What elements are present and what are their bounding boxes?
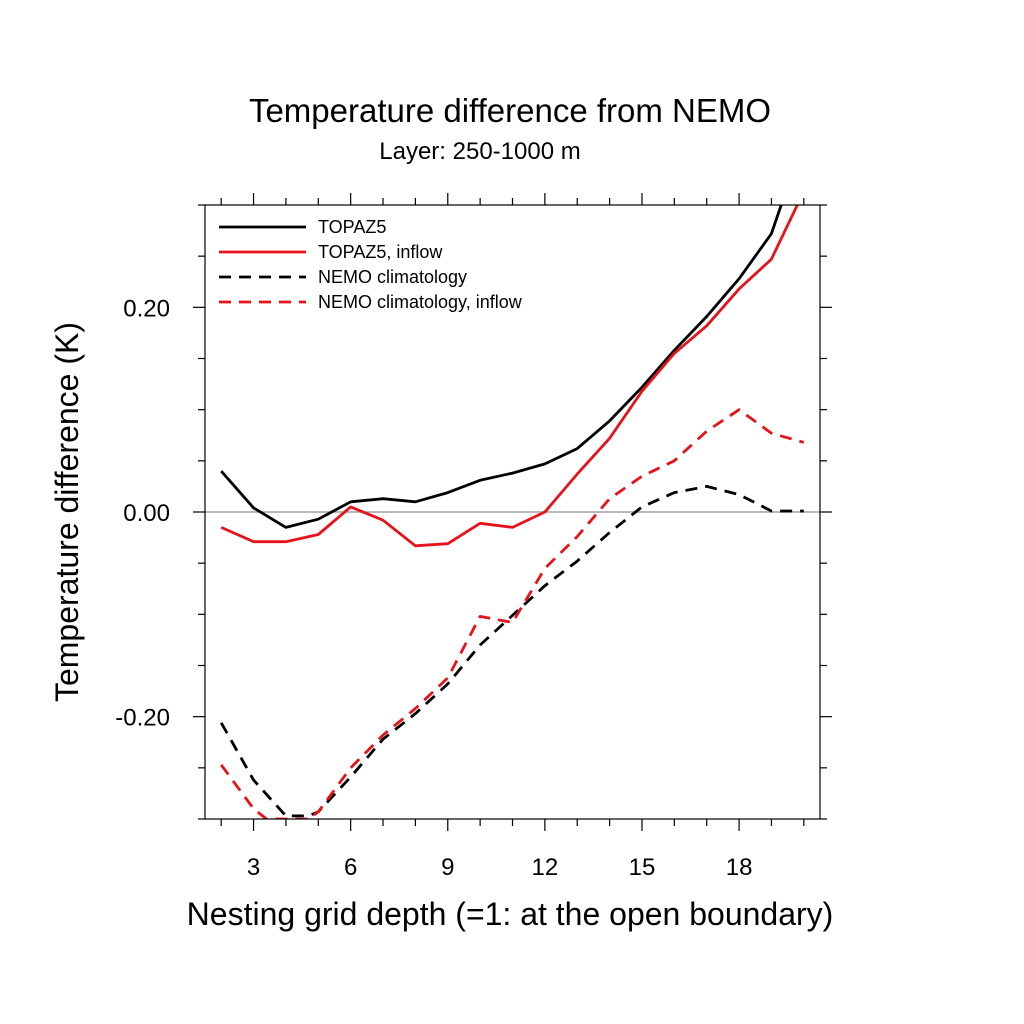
legend: TOPAZ5 TOPAZ5, inflow NEMO climatology NEMO… [219,217,523,312]
y-tick-label: -0.20 [115,705,170,732]
chart-title: Temperature difference from NEMO [249,92,771,129]
plot-frame [204,204,821,820]
series-layer [219,205,805,819]
x-tick-label: 12 [532,854,559,881]
y-axis-label: Temperature difference (K) [49,322,85,702]
x-tick-label: 15 [629,854,656,881]
x-tick-label: 9 [441,854,454,881]
series-line-3 [219,484,804,818]
legend-label-1: TOPAZ5 [318,217,386,237]
series-line-2 [220,205,799,548]
chart-subtitle: Layer: 250-1000 m [379,138,580,165]
legend-label-2: TOPAZ5, inflow [318,242,443,262]
series-line-4 [220,408,805,819]
x-tick-label: 3 [247,854,260,881]
series-line-1 [220,205,783,529]
x-tick-label: 6 [344,854,357,881]
x-tick-label: 18 [726,854,753,881]
x-axis-label: Nesting grid depth (=1: at the open boun… [187,896,834,932]
y-tick-label: 0.00 [123,500,170,527]
legend-label-4: NEMO climatology, inflow [318,292,523,312]
legend-label-3: NEMO climatology [318,267,467,287]
y-tick-label: 0.20 [123,295,170,322]
axis-ticks: 3 6 9 12 15 18 0.20 0.00 -0.20 [115,193,832,881]
